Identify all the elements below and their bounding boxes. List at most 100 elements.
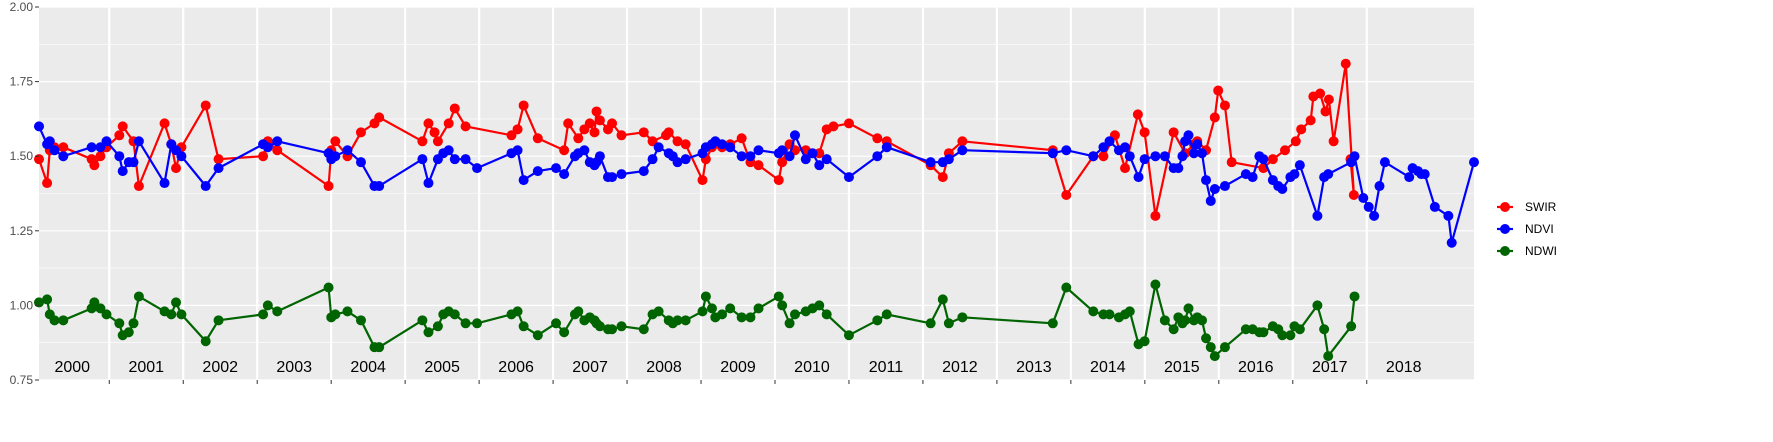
data-point-swir xyxy=(330,136,341,147)
data-point-swir xyxy=(1168,127,1179,138)
data-point-swir xyxy=(736,133,747,144)
data-point-ndwi xyxy=(1201,333,1212,344)
data-point-ndvi xyxy=(1429,201,1440,212)
data-point-ndvi xyxy=(1124,151,1135,162)
data-point-ndwi xyxy=(1349,291,1360,302)
data-point-swir xyxy=(258,151,269,162)
data-point-ndwi xyxy=(777,300,788,311)
year-label: 2016 xyxy=(1238,359,1274,376)
data-point-ndvi xyxy=(1469,157,1479,168)
data-point-ndvi xyxy=(374,181,385,192)
data-point-swir xyxy=(843,118,854,129)
data-point-ndvi xyxy=(1446,237,1457,248)
data-point-ndwi xyxy=(773,291,784,302)
data-point-swir xyxy=(1328,136,1339,147)
data-point-ndwi xyxy=(42,294,53,305)
data-point-swir xyxy=(1348,189,1359,200)
data-point-ndwi xyxy=(449,309,460,320)
data-point-ndvi xyxy=(1139,154,1150,165)
data-point-swir xyxy=(89,160,100,171)
data-point-ndwi xyxy=(1159,315,1170,326)
data-point-ndwi xyxy=(272,306,283,317)
data-point-ndvi xyxy=(443,145,454,156)
data-point-ndwi xyxy=(1277,330,1288,341)
data-point-swir xyxy=(512,124,523,135)
data-point-ndwi xyxy=(784,318,795,329)
data-point-swir xyxy=(133,181,144,192)
data-point-ndvi xyxy=(821,154,832,165)
data-point-ndwi xyxy=(717,309,728,320)
data-point-ndwi xyxy=(1139,336,1150,347)
data-point-ndvi xyxy=(1188,148,1199,159)
data-point-swir xyxy=(323,181,334,192)
data-point-ndwi xyxy=(176,309,187,320)
data-point-ndvi xyxy=(1369,210,1380,221)
data-point-ndwi xyxy=(374,342,385,353)
data-point-ndvi xyxy=(472,163,483,174)
data-point-ndvi xyxy=(114,151,125,162)
data-point-ndvi xyxy=(680,154,691,165)
data-point-swir xyxy=(594,115,605,126)
data-point-ndwi xyxy=(1047,318,1058,329)
data-point-ndwi xyxy=(49,315,60,326)
data-point-swir xyxy=(1132,109,1143,120)
data-point-ndwi xyxy=(1150,279,1161,290)
data-point-swir xyxy=(1219,100,1230,111)
data-point-swir xyxy=(1305,115,1316,126)
y-tick-label: 1.75 xyxy=(10,75,34,89)
legend-key-point xyxy=(1500,224,1510,234)
data-point-swir xyxy=(638,127,649,138)
data-point-swir xyxy=(672,136,683,147)
y-tick-label: 0.75 xyxy=(10,373,34,387)
data-point-ndwi xyxy=(114,318,125,329)
data-point-ndwi xyxy=(672,315,683,326)
data-point-ndwi xyxy=(133,291,144,302)
data-point-ndvi xyxy=(1312,210,1323,221)
data-point-swir xyxy=(1061,189,1072,200)
data-point-ndvi xyxy=(330,151,341,162)
data-point-ndwi xyxy=(1205,342,1216,353)
data-point-ndwi xyxy=(607,324,618,335)
data-point-ndvi xyxy=(460,154,471,165)
data-point-ndwi xyxy=(594,321,605,332)
data-point-ndwi xyxy=(1258,327,1269,338)
data-point-ndvi xyxy=(881,142,892,153)
data-point-swir xyxy=(1320,106,1331,117)
data-point-ndvi xyxy=(176,151,187,162)
data-point-ndvi xyxy=(1419,169,1430,180)
year-label: 2010 xyxy=(794,359,830,376)
data-point-ndvi xyxy=(1247,172,1258,183)
data-point-ndwi xyxy=(532,330,543,341)
data-point-ndvi xyxy=(1196,148,1207,159)
data-point-ndvi xyxy=(1201,175,1212,186)
data-point-swir xyxy=(114,130,125,141)
data-point-swir xyxy=(1139,127,1150,138)
data-point-swir xyxy=(417,136,428,147)
data-point-ndwi xyxy=(1061,282,1072,293)
data-point-ndvi xyxy=(1192,139,1203,150)
year-label: 2002 xyxy=(202,359,238,376)
legend-label: SWIR xyxy=(1525,200,1557,214)
data-point-ndvi xyxy=(638,166,649,177)
data-point-swir xyxy=(117,121,128,132)
data-point-ndwi xyxy=(1312,300,1323,311)
data-point-ndwi xyxy=(937,294,948,305)
data-point-ndwi xyxy=(551,318,562,329)
data-point-ndwi xyxy=(518,321,529,332)
data-point-swir xyxy=(200,100,211,111)
year-label: 2005 xyxy=(424,359,460,376)
data-point-ndwi xyxy=(753,303,764,314)
data-point-ndvi xyxy=(579,145,590,156)
data-point-ndvi xyxy=(1363,201,1374,212)
data-point-ndvi xyxy=(355,157,366,168)
data-point-swir xyxy=(872,133,883,144)
data-point-ndvi xyxy=(1159,151,1170,162)
data-point-ndwi xyxy=(1196,315,1207,326)
data-point-swir xyxy=(518,100,529,111)
data-point-ndvi xyxy=(1173,163,1184,174)
data-point-swir xyxy=(1290,136,1301,147)
data-point-ndvi xyxy=(1205,195,1216,206)
data-point-swir xyxy=(449,103,460,114)
data-point-ndvi xyxy=(512,145,523,156)
year-label: 2013 xyxy=(1016,359,1052,376)
